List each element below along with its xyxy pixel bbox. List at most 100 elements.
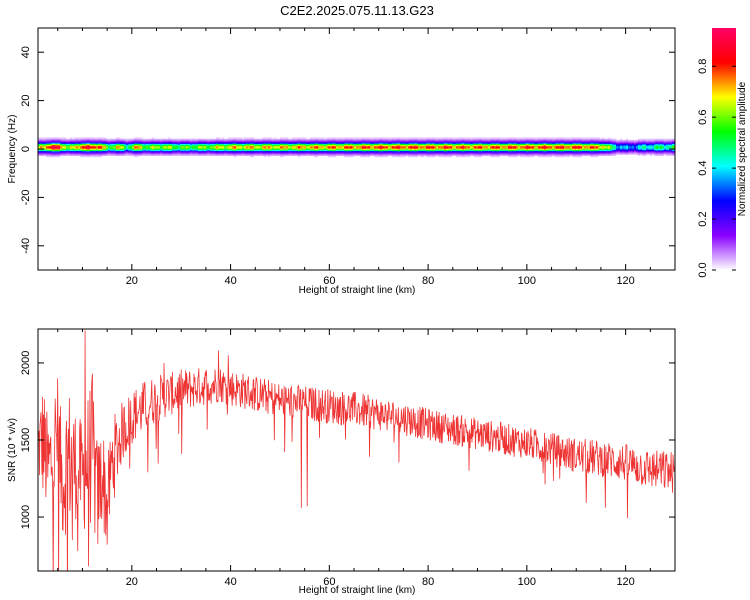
heatmap-cell	[48, 152, 51, 154]
heatmap-cell	[498, 137, 501, 140]
heatmap-cell	[344, 139, 347, 142]
heatmap-cell	[122, 152, 125, 154]
heatmap-cell	[560, 152, 563, 154]
heatmap-cell	[484, 152, 487, 154]
heatmap-cell	[288, 143, 291, 146]
heatmap-cell	[182, 147, 185, 149]
heatmap-cell	[546, 143, 549, 146]
heatmap-cell	[432, 153, 435, 155]
heatmap-cell	[250, 145, 253, 148]
heatmap-cell	[528, 145, 531, 148]
heatmap-cell	[564, 137, 567, 140]
heatmap-cell	[378, 152, 381, 154]
heatmap-cell	[78, 141, 81, 143]
heatmap-cell	[184, 152, 187, 154]
heatmap-cell	[88, 147, 91, 149]
heatmap-cell	[312, 144, 315, 147]
heatmap-cell	[132, 147, 135, 149]
heatmap-cell	[412, 155, 415, 158]
heatmap-cell	[596, 148, 599, 150]
heatmap-cell	[228, 139, 231, 142]
heatmap-cell	[334, 155, 337, 158]
heatmap-cell	[560, 153, 563, 155]
heatmap-cell	[480, 145, 483, 148]
heatmap-cell	[660, 144, 663, 147]
heatmap-cell	[516, 147, 519, 149]
heatmap-cell	[86, 137, 89, 140]
heatmap-cell	[228, 141, 231, 143]
heatmap-cell	[120, 141, 123, 143]
heatmap-cell	[586, 153, 589, 155]
heatmap-cell	[204, 152, 207, 154]
heatmap-cell	[144, 148, 147, 150]
heatmap-cell	[552, 147, 555, 149]
heatmap-cell	[50, 149, 53, 152]
heatmap-cell	[572, 152, 575, 154]
heatmap-cell	[412, 144, 415, 147]
heatmap-cell	[178, 147, 181, 149]
heatmap-cell	[324, 150, 327, 153]
heatmap-cell	[186, 142, 189, 144]
heatmap-cell	[638, 142, 641, 144]
heatmap-cell	[300, 152, 303, 154]
heatmap-cell	[500, 139, 503, 142]
heatmap-cell	[516, 149, 519, 152]
heatmap-cell	[130, 142, 133, 144]
heatmap-cell	[256, 141, 259, 143]
heatmap-cell	[346, 149, 349, 152]
heatmap-cell	[376, 155, 379, 158]
heatmap-cell	[156, 154, 159, 156]
heatmap-cell	[612, 148, 615, 150]
heatmap-cell	[376, 148, 379, 150]
heatmap-cell	[602, 154, 605, 156]
heatmap-cell	[520, 144, 523, 147]
heatmap-cell	[298, 149, 301, 152]
heatmap-cell	[82, 143, 85, 146]
heatmap-cell	[340, 137, 343, 140]
heatmap-cell	[630, 147, 633, 149]
heatmap-cell	[84, 149, 87, 152]
heatmap-cell	[654, 150, 657, 153]
heatmap-cell	[170, 143, 173, 146]
heatmap-cell	[128, 145, 131, 148]
heatmap-cell	[320, 137, 323, 140]
heatmap-cell	[250, 154, 253, 156]
heatmap-cell	[510, 149, 513, 152]
heatmap-cell	[574, 145, 577, 148]
heatmap-cell	[534, 149, 537, 152]
heatmap-cell	[52, 152, 55, 154]
heatmap-cell	[584, 142, 587, 144]
heatmap-cell	[168, 149, 171, 152]
heatmap-cell	[114, 147, 117, 149]
heatmap-cell	[180, 141, 183, 143]
heatmap-cell	[46, 155, 49, 158]
heatmap-cell	[96, 152, 99, 154]
heatmap-cell	[408, 152, 411, 154]
heatmap-cell	[206, 148, 209, 150]
heatmap-cell	[436, 144, 439, 147]
heatmap-cell	[144, 149, 147, 152]
heatmap-cell	[64, 144, 67, 147]
heatmap-cell	[136, 153, 139, 155]
heatmap-cell	[422, 152, 425, 154]
heatmap-cell	[100, 138, 103, 141]
heatmap-cell	[344, 155, 347, 158]
heatmap-cell	[364, 148, 367, 150]
heatmap-cell	[560, 139, 563, 142]
heatmap-cell	[476, 145, 479, 148]
heatmap-cell	[292, 145, 295, 148]
heatmap-cell	[168, 153, 171, 155]
heatmap-cell	[442, 150, 445, 153]
heatmap-cell	[484, 150, 487, 153]
heatmap-cell	[496, 141, 499, 143]
heatmap-cell	[446, 154, 449, 156]
heatmap-cell	[454, 153, 457, 155]
heatmap-cell	[278, 150, 281, 153]
heatmap-cell	[436, 147, 439, 149]
heatmap-cell	[214, 153, 217, 155]
heatmap-cell	[206, 141, 209, 143]
heatmap-cell	[638, 150, 641, 153]
heatmap-cell	[656, 152, 659, 154]
heatmap-cell	[416, 147, 419, 149]
heatmap-cell	[422, 147, 425, 149]
